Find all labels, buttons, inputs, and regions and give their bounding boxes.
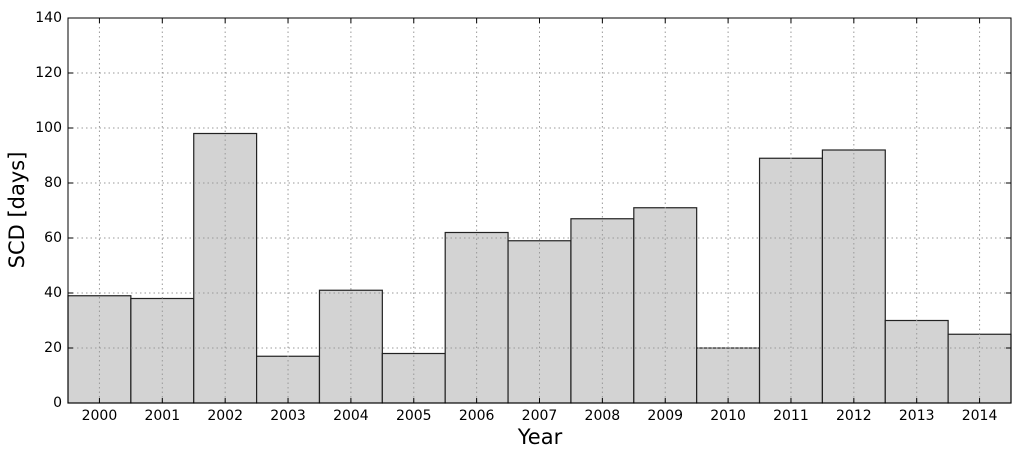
bar bbox=[884, 319, 949, 404]
bar bbox=[193, 132, 258, 404]
bar bbox=[696, 347, 761, 404]
y-tick-label: 60 bbox=[44, 230, 62, 246]
x-tick-label: 2013 bbox=[899, 408, 935, 424]
y-tick-label: 120 bbox=[35, 65, 62, 81]
x-tick-label: 2010 bbox=[710, 408, 746, 424]
plot-frame bbox=[67, 17, 1012, 404]
x-tick-label: 2006 bbox=[459, 408, 495, 424]
bar bbox=[444, 231, 509, 404]
bar bbox=[256, 355, 321, 404]
x-tick-label: 2009 bbox=[647, 408, 683, 424]
x-tick-label: 2007 bbox=[522, 408, 558, 424]
y-tick-label: 140 bbox=[35, 10, 62, 26]
bar bbox=[507, 240, 572, 404]
x-tick-label: 2004 bbox=[333, 408, 369, 424]
x-tick-label: 2014 bbox=[962, 408, 998, 424]
x-axis-label: Year bbox=[517, 425, 563, 449]
y-tick-label: 80 bbox=[44, 175, 62, 191]
y-tick-label: 0 bbox=[53, 395, 62, 411]
y-tick-label: 20 bbox=[44, 340, 62, 356]
x-tick-label: 2011 bbox=[773, 408, 809, 424]
y-tick-label: 100 bbox=[35, 120, 62, 136]
x-tick-label: 2003 bbox=[270, 408, 306, 424]
x-tick-label: 2002 bbox=[207, 408, 243, 424]
x-tick-label: 2000 bbox=[82, 408, 118, 424]
x-tick-label: 2008 bbox=[585, 408, 621, 424]
x-tick-label: 2001 bbox=[144, 408, 180, 424]
x-tick-label: 2005 bbox=[396, 408, 432, 424]
y-axis-label: SCD [days] bbox=[5, 152, 29, 269]
y-tick-label: 40 bbox=[44, 285, 62, 301]
x-tick-label: 2012 bbox=[836, 408, 872, 424]
bar bbox=[67, 295, 132, 404]
